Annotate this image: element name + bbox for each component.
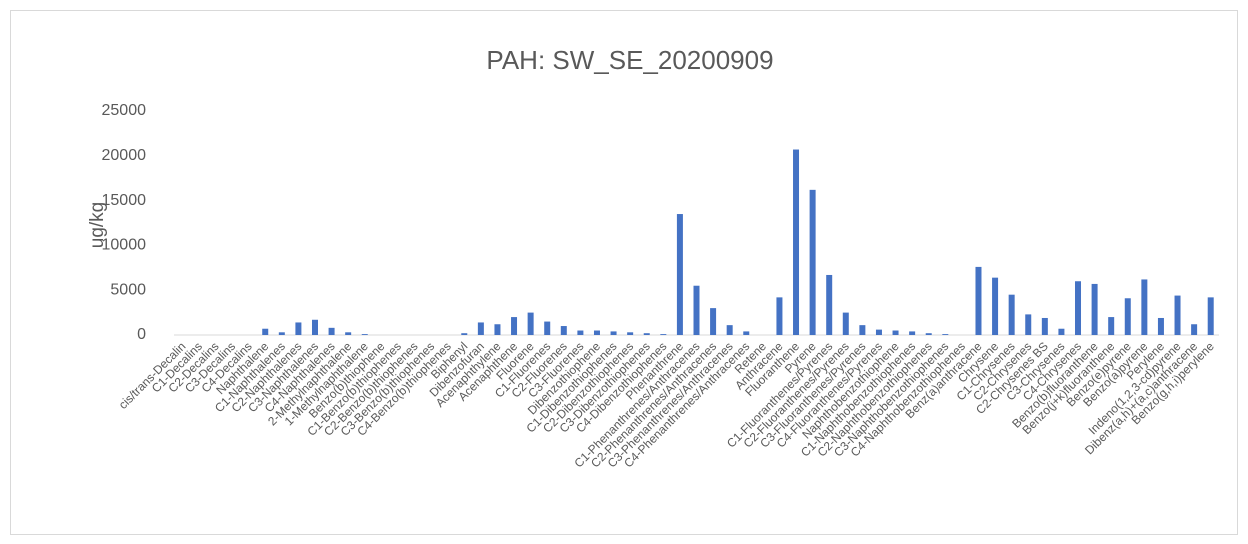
bar xyxy=(776,297,783,335)
bar xyxy=(477,322,484,335)
bar xyxy=(875,329,882,335)
bar xyxy=(676,214,683,335)
bar xyxy=(610,331,617,335)
bar xyxy=(627,332,634,335)
bar xyxy=(925,333,932,335)
bar xyxy=(1191,324,1198,335)
bar xyxy=(494,324,501,335)
bar xyxy=(710,308,717,335)
bar xyxy=(345,332,352,335)
bar xyxy=(262,328,269,335)
bar xyxy=(1058,328,1065,335)
bar xyxy=(1075,281,1082,335)
bar xyxy=(892,330,899,335)
bar xyxy=(1041,317,1048,335)
y-tick-label: 20000 xyxy=(102,147,147,164)
bar xyxy=(544,321,551,335)
bar xyxy=(311,319,318,335)
bar xyxy=(726,325,733,335)
y-tick-label: 10000 xyxy=(102,237,147,254)
y-axis-label: ug/kg xyxy=(87,202,108,248)
bar xyxy=(361,334,368,335)
bar xyxy=(793,149,800,335)
y-tick-label: 25000 xyxy=(102,102,147,119)
bar xyxy=(909,331,916,335)
y-tick-label: 15000 xyxy=(102,192,147,209)
bar xyxy=(643,333,650,335)
bar xyxy=(826,274,833,335)
bar xyxy=(975,266,982,335)
bar xyxy=(527,312,534,335)
y-tick-label: 0 xyxy=(137,326,146,343)
bar xyxy=(1124,298,1131,335)
chart-frame xyxy=(10,10,1238,535)
bar xyxy=(809,189,816,335)
bar xyxy=(859,325,866,335)
bar xyxy=(1157,317,1164,335)
bar xyxy=(1207,297,1214,335)
bar xyxy=(1025,314,1032,335)
chart-title: PAH: SW_SE_20200909 xyxy=(486,45,773,75)
y-tick-label: 5000 xyxy=(110,281,146,298)
bar xyxy=(1174,295,1181,335)
bar xyxy=(295,322,302,335)
bar xyxy=(842,312,849,335)
bar xyxy=(461,333,468,335)
bar xyxy=(1091,283,1098,335)
bar xyxy=(560,326,567,335)
bar xyxy=(743,331,750,335)
bar xyxy=(992,277,999,335)
bar xyxy=(593,330,600,335)
bar xyxy=(328,327,335,335)
bar xyxy=(511,317,518,335)
bar xyxy=(693,285,700,335)
bar xyxy=(278,332,285,335)
bar xyxy=(660,334,667,335)
bar xyxy=(1141,279,1148,335)
bar xyxy=(1108,317,1115,335)
bar xyxy=(1008,294,1015,335)
bar xyxy=(942,334,949,335)
bar xyxy=(577,330,584,335)
